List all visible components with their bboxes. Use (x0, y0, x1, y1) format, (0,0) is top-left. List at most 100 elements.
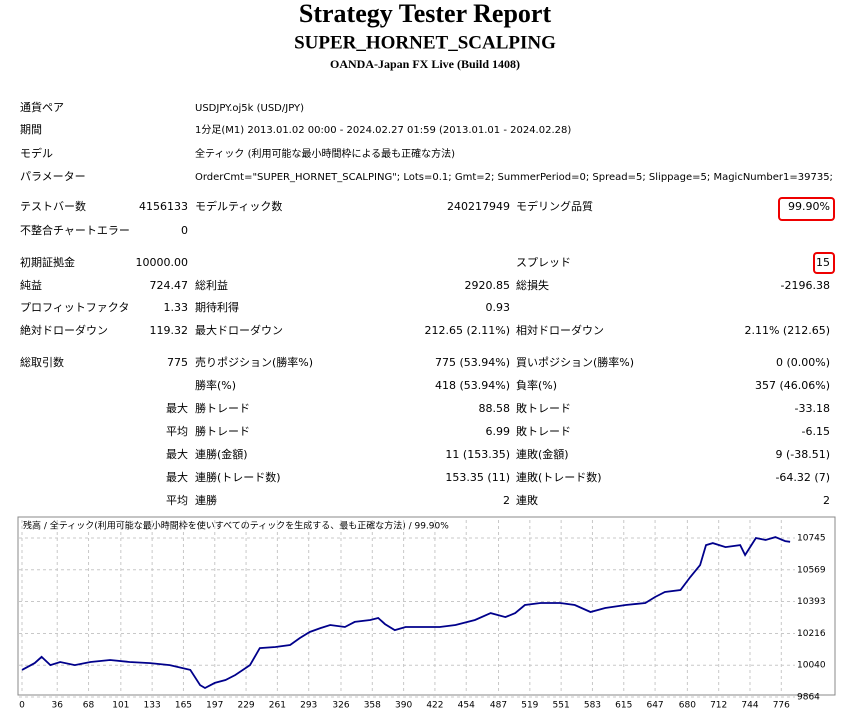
stat-value: 平均 (166, 425, 188, 438)
x-tick-label: 519 (521, 701, 538, 711)
y-tick-label: 10040 (797, 661, 826, 671)
stat-label: 連勝(トレード数) (195, 470, 281, 484)
stat-label: 総損失 (516, 278, 549, 292)
stat-value: 775 (167, 356, 188, 369)
chart-title: 残高 / 全ティック(利用可能な最小時間枠を使いすべてのティックを生成する、最も… (23, 520, 449, 532)
stat-value: 最大 (166, 401, 188, 415)
server: OANDA-Japan FX Live (Build 1408) (330, 57, 520, 71)
stat-value: 153.35 (11) (445, 471, 510, 484)
highlight-box (813, 252, 835, 274)
stat-label: プロフィットファクタ (20, 301, 129, 314)
stat-value: -64.32 (7) (775, 471, 830, 484)
stat-value: 119.32 (150, 324, 189, 337)
stat-label: モデルティック数 (195, 199, 282, 213)
info-label: パラメーター (20, 170, 86, 183)
stat-label: 勝トレード (195, 424, 250, 438)
x-tick-label: 583 (584, 701, 601, 711)
stat-label: 連敗(金額) (516, 447, 569, 461)
stat-label: 敗トレード (516, 424, 571, 438)
x-tick-label: 68 (83, 701, 95, 711)
x-tick-label: 487 (490, 701, 507, 711)
info-label: 通貨ペア (20, 100, 64, 114)
stat-label: 総取引数 (20, 355, 64, 369)
x-tick-label: 454 (458, 701, 475, 711)
stat-value: 99.90% (788, 200, 830, 213)
stat-value: -2196.38 (781, 279, 830, 292)
stat-value: 1.33 (164, 301, 189, 314)
x-tick-label: 422 (426, 701, 443, 711)
stat-value: 212.65 (2.11%) (424, 324, 510, 337)
stat-label: 負率(%) (516, 378, 557, 392)
stat-value: 775 (53.94%) (435, 356, 510, 369)
y-tick-label: 10216 (797, 629, 826, 639)
x-tick-label: 261 (269, 701, 286, 711)
stat-value: 最大 (166, 470, 188, 484)
x-tick-label: 229 (237, 701, 254, 711)
x-tick-label: 0 (19, 701, 25, 711)
stat-value: 240217949 (447, 200, 510, 213)
stat-label: 売りポジション(勝率%) (195, 355, 313, 369)
x-tick-label: 776 (773, 701, 790, 711)
stat-value: 357 (46.06%) (755, 379, 830, 392)
report-title: Strategy Tester Report (299, 0, 552, 28)
stat-value: -6.15 (802, 425, 830, 438)
balance-line (21, 536, 791, 690)
stat-value: 2.11% (212.65) (744, 324, 830, 337)
stat-value: 9 (-38.51) (775, 448, 830, 461)
info-label: モデル (20, 146, 53, 160)
x-tick-label: 712 (710, 701, 727, 711)
stat-label: 連勝 (195, 493, 217, 507)
stat-value: 2920.85 (465, 279, 511, 292)
info-value: OrderCmt="SUPER_HORNET_SCALPING"; Lots=0… (195, 172, 833, 183)
x-tick-label: 101 (112, 701, 129, 711)
info-label: 期間 (20, 123, 42, 136)
y-tick-label: 10745 (797, 534, 826, 544)
stat-label: 相対ドローダウン (516, 323, 604, 337)
stat-value: 6.99 (486, 425, 511, 438)
stat-value: -33.18 (795, 402, 830, 415)
stat-label: 敗トレード (516, 401, 571, 415)
stat-value: 2 (503, 494, 510, 507)
stat-value: 0.93 (486, 301, 511, 314)
stat-label: テストバー数 (20, 200, 86, 213)
stat-value: 平均 (166, 494, 188, 507)
x-tick-label: 133 (144, 701, 161, 711)
stat-label: 勝トレード (195, 401, 250, 415)
x-tick-label: 615 (615, 701, 632, 711)
info-value: USDJPY.oj5k (USD/JPY) (195, 103, 304, 114)
stat-value: 724.47 (150, 279, 189, 292)
stat-value: 11 (153.35) (445, 448, 510, 461)
stat-label: 期待利得 (195, 300, 239, 314)
stat-value: 4156133 (139, 200, 188, 213)
x-tick-label: 165 (175, 701, 192, 711)
stat-label: モデリング品質 (516, 199, 593, 213)
stat-value: 15 (816, 256, 830, 269)
stat-label: 絶対ドローダウン (20, 323, 108, 337)
x-tick-label: 36 (51, 701, 63, 711)
x-tick-label: 197 (206, 701, 223, 711)
stat-label: 買いポジション(勝率%) (516, 355, 634, 369)
stat-value: 0 (0.00%) (776, 356, 830, 369)
stat-value: 0 (181, 224, 188, 237)
x-tick-label: 680 (679, 701, 696, 711)
x-tick-label: 358 (364, 701, 381, 711)
stat-value: 2 (823, 494, 830, 507)
highlight-box (778, 197, 835, 221)
stat-label: 連敗 (516, 493, 538, 507)
stat-label: 初期証拠金 (20, 255, 75, 269)
stat-value: 418 (53.94%) (435, 379, 510, 392)
y-tick-label: 10569 (797, 565, 826, 575)
info-value: 全ティック (利用可能な最小時間枠による最も正確な方法) (195, 147, 455, 160)
stat-label: 不整合チャートエラー (20, 223, 130, 237)
x-tick-label: 647 (646, 701, 663, 711)
stat-value: 88.58 (479, 402, 511, 415)
x-tick-label: 326 (332, 701, 349, 711)
stat-label: 連勝(金額) (195, 447, 248, 461)
y-tick-label: 9864 (797, 693, 820, 703)
x-tick-label: 390 (395, 701, 412, 711)
stat-label: 最大ドローダウン (195, 323, 283, 337)
report-subtitle: SUPER_HORNET_SCALPING (294, 32, 556, 53)
stat-label: 連敗(トレード数) (516, 470, 602, 484)
stat-label: 総利益 (195, 278, 228, 292)
x-tick-label: 744 (741, 701, 758, 711)
